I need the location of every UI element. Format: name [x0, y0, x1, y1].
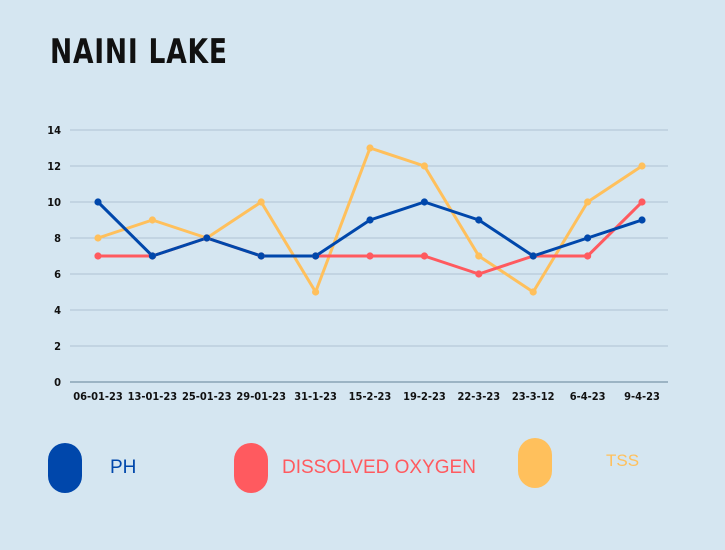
- x-tick-label: 19-2-23: [403, 390, 446, 403]
- y-tick-label: 6: [54, 268, 61, 281]
- y-tick-label: 2: [54, 340, 61, 353]
- legend-label-ph: PH: [110, 457, 137, 478]
- legend-swatch-ph: [48, 443, 82, 493]
- data-point-dissolved-oxygen: [584, 252, 592, 260]
- data-point-tss: [312, 288, 320, 296]
- data-point-tss: [257, 198, 265, 206]
- x-tick-label: 13-01-23: [128, 390, 178, 403]
- data-point-ph: [366, 216, 374, 224]
- legend-item-ph: PH: [48, 443, 136, 493]
- data-point-dissolved-oxygen: [638, 198, 646, 206]
- data-point-ph: [312, 252, 320, 260]
- y-tick-label: 4: [54, 304, 61, 317]
- x-tick-label: 9-4-23: [624, 390, 660, 403]
- y-tick-label: 14: [47, 124, 61, 137]
- x-tick-label: 06-01-23: [73, 390, 123, 403]
- x-tick-label: 23-3-12: [512, 390, 555, 403]
- y-tick-label: 0: [54, 376, 61, 389]
- data-point-dissolved-oxygen: [420, 252, 428, 260]
- x-tick-label: 15-2-23: [349, 390, 392, 403]
- chart-title: NAINI LAKE: [50, 32, 228, 72]
- data-point-ph: [475, 216, 483, 224]
- x-tick-label: 22-3-23: [457, 390, 500, 403]
- legend-item-tss: TSS: [518, 438, 639, 488]
- data-point-ph: [94, 198, 102, 206]
- x-tick-label: 25-01-23: [182, 390, 232, 403]
- data-point-ph: [257, 252, 265, 260]
- legend-label-tss: TSS: [606, 451, 640, 470]
- data-point-tss: [584, 198, 592, 206]
- line-chart: 0 2 4 6 8 10 12 14 06-01-23 13-01-23 25-01-23 29-01…: [47, 124, 668, 403]
- legend-swatch-dissolved-oxygen: [234, 443, 268, 493]
- data-point-tss: [420, 162, 428, 170]
- x-tick-label: 29-01-23: [236, 390, 286, 403]
- data-point-tss: [366, 144, 374, 152]
- data-point-ph: [203, 234, 211, 242]
- data-point-tss: [94, 234, 102, 242]
- y-tick-label: 8: [54, 232, 61, 245]
- legend-label-dissolved-oxygen: DISSOLVED OXYGEN: [282, 457, 476, 478]
- legend-swatch-tss: [518, 438, 552, 488]
- y-tick-label: 10: [47, 196, 61, 209]
- legend-item-dissolved-oxygen: DISSOLVED OXYGEN: [234, 443, 476, 493]
- data-point-dissolved-oxygen: [366, 252, 374, 260]
- data-point-ph: [529, 252, 537, 260]
- data-point-ph: [148, 252, 156, 260]
- data-point-tss: [475, 252, 483, 260]
- y-tick-label: 12: [47, 160, 61, 173]
- x-tick-label: 6-4-23: [570, 390, 606, 403]
- data-point-tss: [148, 216, 156, 224]
- data-point-ph: [584, 234, 592, 242]
- x-tick-label: 31-1-23: [294, 390, 337, 403]
- data-point-tss: [529, 288, 537, 296]
- data-point-ph: [420, 198, 428, 206]
- data-point-dissolved-oxygen: [475, 270, 483, 278]
- data-point-dissolved-oxygen: [94, 252, 102, 260]
- data-point-ph: [638, 216, 646, 224]
- data-point-tss: [638, 162, 646, 170]
